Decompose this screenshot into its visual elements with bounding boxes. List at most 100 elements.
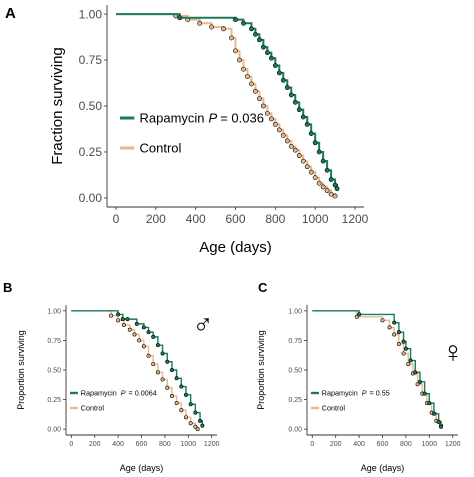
x-tick-label: 200: [146, 212, 166, 226]
rapamycin-point: [413, 370, 418, 375]
control-point: [396, 341, 401, 346]
x-tick-label: 800: [400, 441, 412, 448]
y-tick-label: 0.75: [79, 53, 103, 67]
legend-p-value: = 0.55: [370, 389, 390, 398]
rapamycin-point: [151, 334, 156, 339]
y-tick-label: 0.50: [288, 367, 302, 374]
legend-series-name: Control: [322, 404, 346, 413]
male-symbol-icon: ♂: [193, 309, 214, 340]
control-point: [296, 153, 302, 159]
rapamycin-point: [280, 77, 286, 83]
rapamycin-point: [439, 424, 444, 429]
control-point: [249, 81, 254, 87]
rapamycin-point: [276, 70, 282, 76]
control-legend-label: Control: [140, 141, 182, 156]
control-point: [260, 103, 266, 109]
rapamycin-point: [260, 44, 266, 50]
control-point: [197, 20, 203, 26]
rapamycin-point: [193, 410, 198, 415]
control-point: [174, 401, 179, 406]
control-point: [401, 351, 406, 356]
x-tick-label: 0: [310, 441, 314, 448]
y-tick-label: 0.75: [288, 338, 302, 345]
x-tick-label: 400: [112, 441, 124, 448]
x-tick-label: 1200: [204, 441, 220, 448]
control-legend-label: Control: [322, 404, 346, 413]
rapamycin-point: [200, 423, 205, 428]
x-tick-label: 600: [225, 212, 245, 226]
rapamycin-point: [427, 401, 432, 406]
x-tick-label: 600: [136, 441, 148, 448]
rapamycin-point: [288, 92, 294, 98]
control-point: [324, 188, 330, 193]
control-point: [146, 353, 151, 358]
x-tick-label: 1000: [422, 441, 438, 448]
panel-c: C 0.00 0.25 0.50 0.75 1.00 0 200 400 600 800 1000 12…: [256, 280, 464, 473]
rapamycin-point: [198, 418, 203, 423]
x-tick-label: 0: [69, 441, 73, 448]
control-point: [137, 338, 142, 343]
legend-series-name: Control: [81, 404, 105, 413]
rapamycin-point: [165, 359, 170, 364]
control-point: [276, 127, 282, 133]
x-tick-label: 1200: [342, 212, 369, 226]
rapamycin-legend-label: Rapamycin P = 0.036: [140, 111, 264, 126]
y-axis-label: Proportion surviving: [16, 330, 26, 410]
control-point: [141, 344, 146, 349]
rapamycin-point: [300, 114, 306, 120]
rapamycin-point: [177, 15, 183, 21]
rapamycin-point: [328, 177, 334, 182]
rapamycin-point: [241, 20, 246, 26]
control-point: [237, 57, 242, 63]
legend-series-name: Rapamycin: [81, 389, 117, 398]
x-tick-label: 800: [159, 441, 171, 448]
rapamycin-point: [312, 140, 318, 146]
y-tick-label: 0.25: [79, 145, 103, 159]
rapamycin-point: [296, 107, 302, 113]
control-point: [195, 427, 200, 432]
y-tick-label: 0.00: [47, 427, 61, 434]
control-point: [229, 35, 234, 41]
rapamycin-point: [253, 31, 258, 37]
legend-p-value: = 0.0064: [129, 389, 157, 398]
rapamycin-point: [308, 131, 314, 136]
rapamycin-point: [249, 26, 254, 32]
control-point: [316, 180, 322, 186]
legend-p-value: = 0.036: [220, 111, 264, 126]
y-tick-label: 0.00: [288, 427, 302, 434]
x-tick-label: 1200: [445, 441, 461, 448]
rapamycin-point: [332, 182, 338, 188]
rapamycin-point: [408, 358, 413, 363]
rapamycin-point: [292, 99, 298, 105]
rapamycin-point: [169, 367, 174, 372]
x-axis-label: Age (days): [361, 463, 405, 473]
control-point: [284, 138, 290, 144]
control-point: [406, 362, 411, 367]
control-point: [121, 323, 126, 328]
control-point: [300, 158, 306, 164]
control-point: [179, 408, 184, 413]
control-point: [304, 164, 310, 170]
control-point: [169, 394, 174, 399]
rapamycin-point: [396, 330, 401, 335]
control-point: [188, 421, 193, 426]
rapamycin-point: [188, 402, 193, 407]
rapamycin-point: [324, 167, 330, 173]
rapamycin-point: [403, 346, 408, 351]
x-tick-label: 1000: [181, 441, 197, 448]
rapamycin-point: [155, 343, 160, 348]
rapamycin-point: [174, 376, 179, 381]
control-point: [257, 96, 262, 102]
rapamycin-point: [264, 50, 270, 56]
rapamycin-point: [160, 351, 165, 356]
y-tick-label: 0.25: [47, 397, 61, 404]
y-tick-label: 1.00: [79, 7, 103, 21]
rapamycin-point: [120, 317, 125, 322]
control-point: [253, 88, 258, 94]
control-point: [151, 362, 156, 367]
control-point: [288, 144, 294, 149]
control-point: [328, 191, 334, 197]
control-point: [332, 193, 338, 199]
rapamycin-point: [134, 321, 139, 326]
